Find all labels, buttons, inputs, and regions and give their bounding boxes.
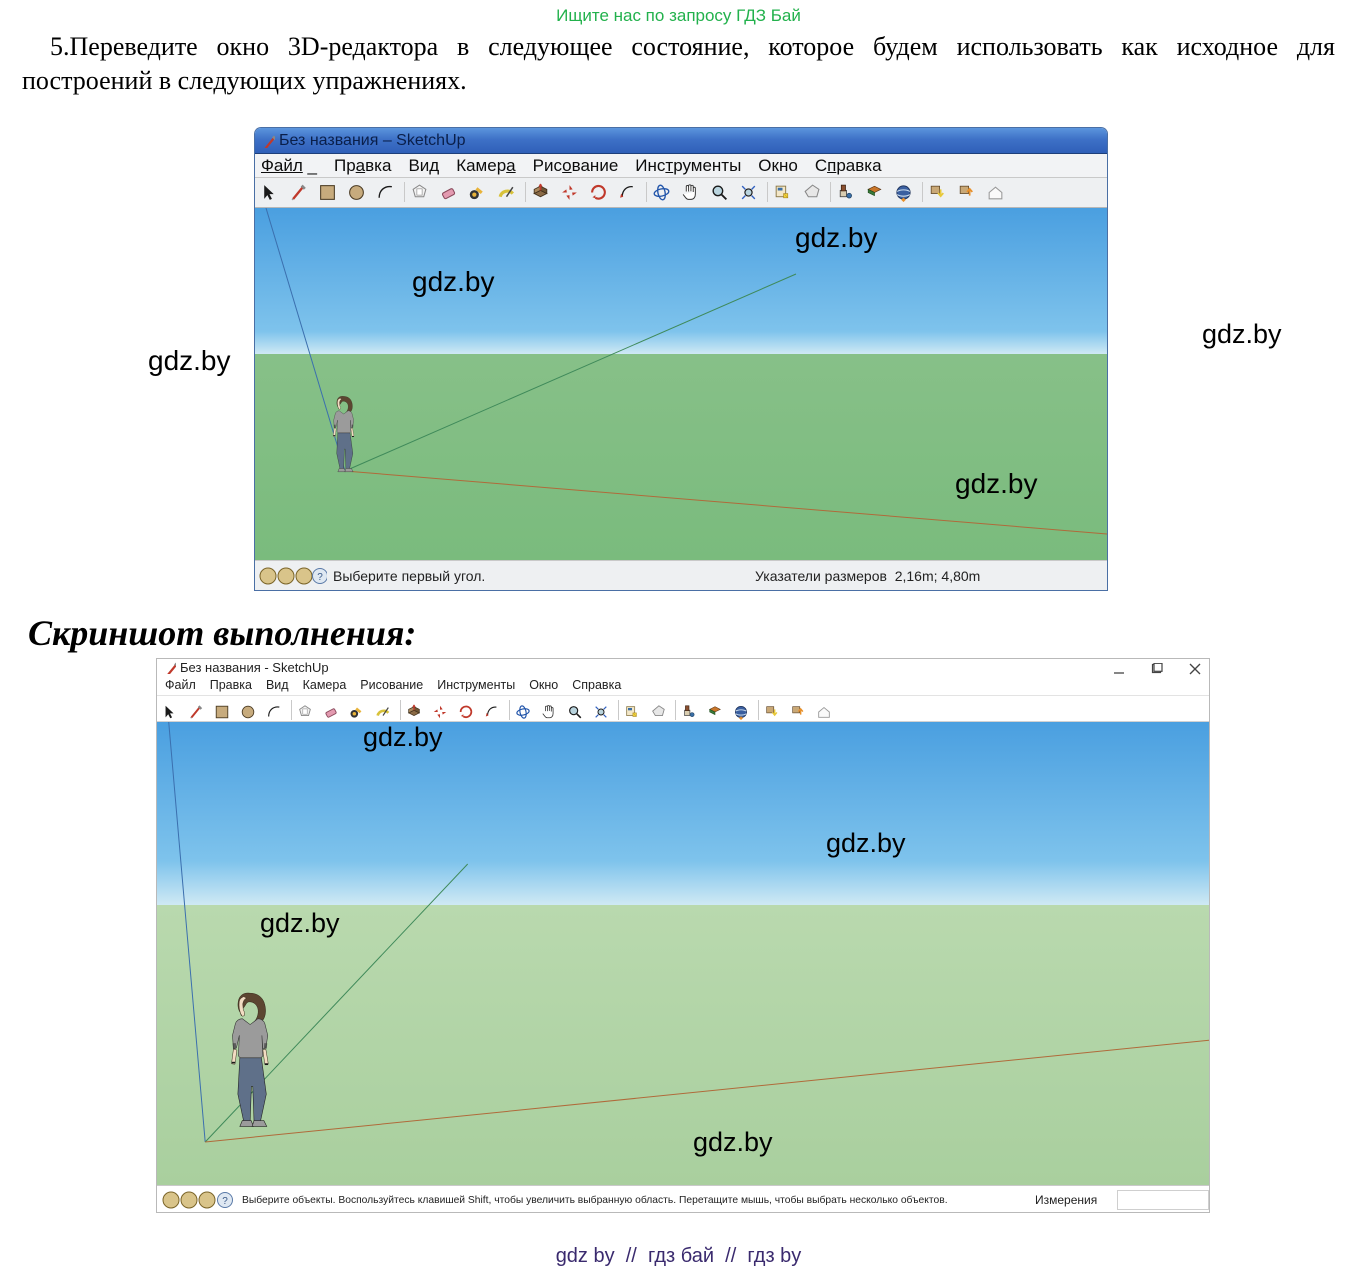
svg-text:?: ?: [317, 572, 323, 583]
svg-text:?: ?: [222, 1196, 228, 1207]
